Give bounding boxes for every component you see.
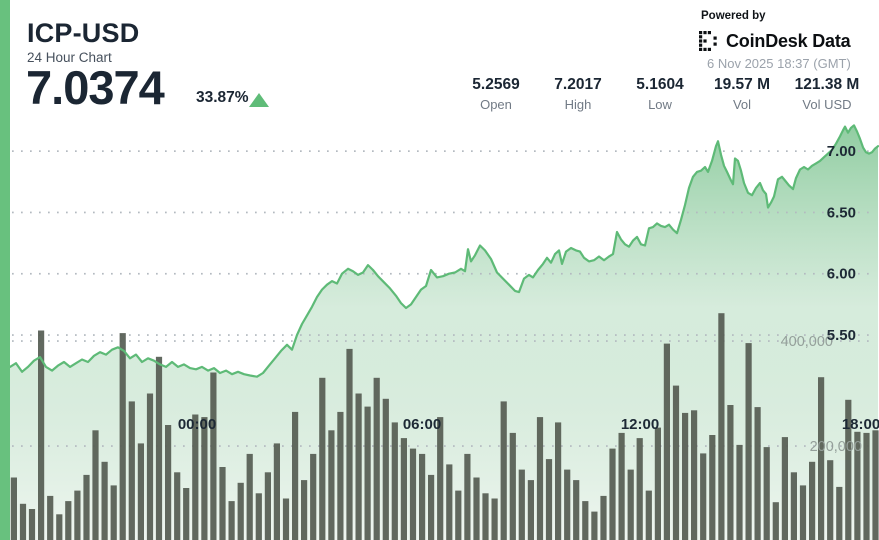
svg-text:06:00: 06:00 [403,416,441,433]
svg-text:6.50: 6.50 [827,204,856,221]
trend-up-icon [249,93,269,107]
powered-by-label: Powered by [701,10,766,22]
brand-name: CoinDesk Data [726,30,851,51]
stat-low-value: 5.1604 [636,76,684,93]
svg-text:400,000: 400,000 [781,334,833,350]
stat-open: 5.2569 Open [455,76,537,112]
stat-high: 7.2017 High [537,76,619,112]
chart-subtitle: 24 Hour Chart [27,50,112,65]
stat-vol-label: Vol [732,97,752,112]
instrument-symbol: ICP-USD [27,18,140,48]
chart-timestamp: 6 Nov 2025 18:37 (GMT) [707,56,851,71]
stats-row: 5.2569 Open 7.2017 High 5.1604 Low 19.57… [455,76,871,112]
stat-vol-value: 19.57 M [713,76,770,93]
svg-text:5.50: 5.50 [827,327,856,344]
svg-text:200,000: 200,000 [810,439,862,455]
brand-logo[interactable]: CoinDesk Data [699,30,851,52]
svg-text:7.00: 7.00 [827,143,856,160]
svg-text:00:00: 00:00 [178,416,216,433]
change-percent: 33.87% [196,89,249,106]
coindesk-logo-icon [699,31,717,51]
stat-vol-usd-label: Vol USD [802,97,852,112]
left-accent-bar [0,0,10,540]
stat-open-value: 5.2569 [472,76,520,93]
stat-vol-usd-value: 121.38 M [794,76,860,93]
svg-text:18:00: 18:00 [842,416,879,433]
stat-vol-usd: 121.38 M Vol USD [783,76,871,112]
stat-vol: 19.57 M Vol [701,76,783,112]
stat-high-value: 7.2017 [554,76,602,93]
stat-low: 5.1604 Low [619,76,701,112]
current-price: 7.0374 [26,61,165,114]
stat-low-label: Low [648,97,672,112]
stat-open-label: Open [480,97,512,112]
svg-text:12:00: 12:00 [621,416,659,433]
stat-high-label: High [564,97,592,112]
svg-text:6.00: 6.00 [827,266,856,283]
